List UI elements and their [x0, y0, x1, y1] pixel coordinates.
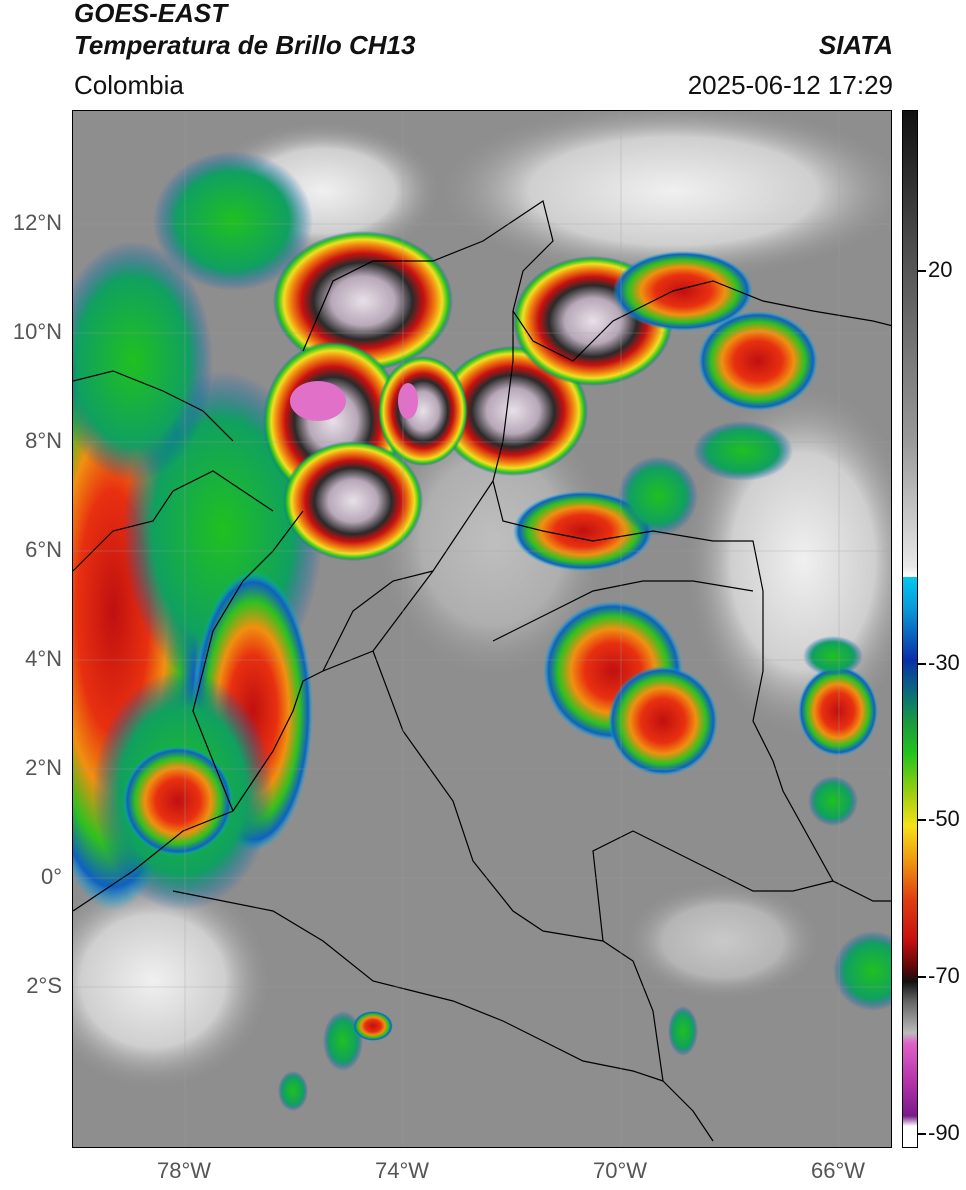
colorbar-label-minus70: -70 — [928, 963, 960, 988]
satellite-title: GOES-EAST — [74, 0, 228, 28]
map-canvas — [73, 111, 891, 1147]
lat-label-10n: 10°N — [12, 319, 62, 344]
colorbar — [902, 110, 918, 1148]
colorbar-tick-minus70 — [918, 976, 926, 978]
satellite-map[interactable] — [72, 110, 892, 1148]
colorbar-label-minus90: -90 — [928, 1120, 960, 1145]
colorbar-tick-20 — [918, 270, 926, 272]
lat-label-4n: 4°N — [25, 646, 62, 671]
colorbar-tick-minus90 — [918, 1133, 926, 1135]
lat-label-12n: 12°N — [12, 210, 62, 235]
colorbar-label-20: 20 — [928, 257, 953, 282]
lon-label-78w: 78°W — [156, 1158, 212, 1183]
brand-label: SIATA — [818, 30, 893, 60]
lon-label-66w: 66°W — [810, 1158, 866, 1183]
colorbar-label-minus50: -50 — [928, 806, 960, 831]
timestamp-label: 2025-06-12 17:29 — [687, 70, 893, 100]
colorbar-tick-minus50 — [918, 819, 926, 821]
colorbar-tick-minus30 — [918, 663, 926, 665]
lat-label-8n: 8°N — [25, 428, 62, 453]
region-label: Colombia — [74, 70, 184, 100]
lon-label-74w: 74°W — [374, 1158, 430, 1183]
lat-label-6n: 6°N — [25, 537, 62, 562]
lat-label-0: 0° — [40, 864, 62, 889]
colorbar-label-minus30: -30 — [928, 650, 960, 675]
lat-label-2s: 2°S — [26, 973, 62, 998]
product-title: Temperatura de Brillo CH13 — [74, 30, 416, 60]
lat-label-2n: 2°N — [25, 755, 62, 780]
lon-label-70w: 70°W — [592, 1158, 648, 1183]
